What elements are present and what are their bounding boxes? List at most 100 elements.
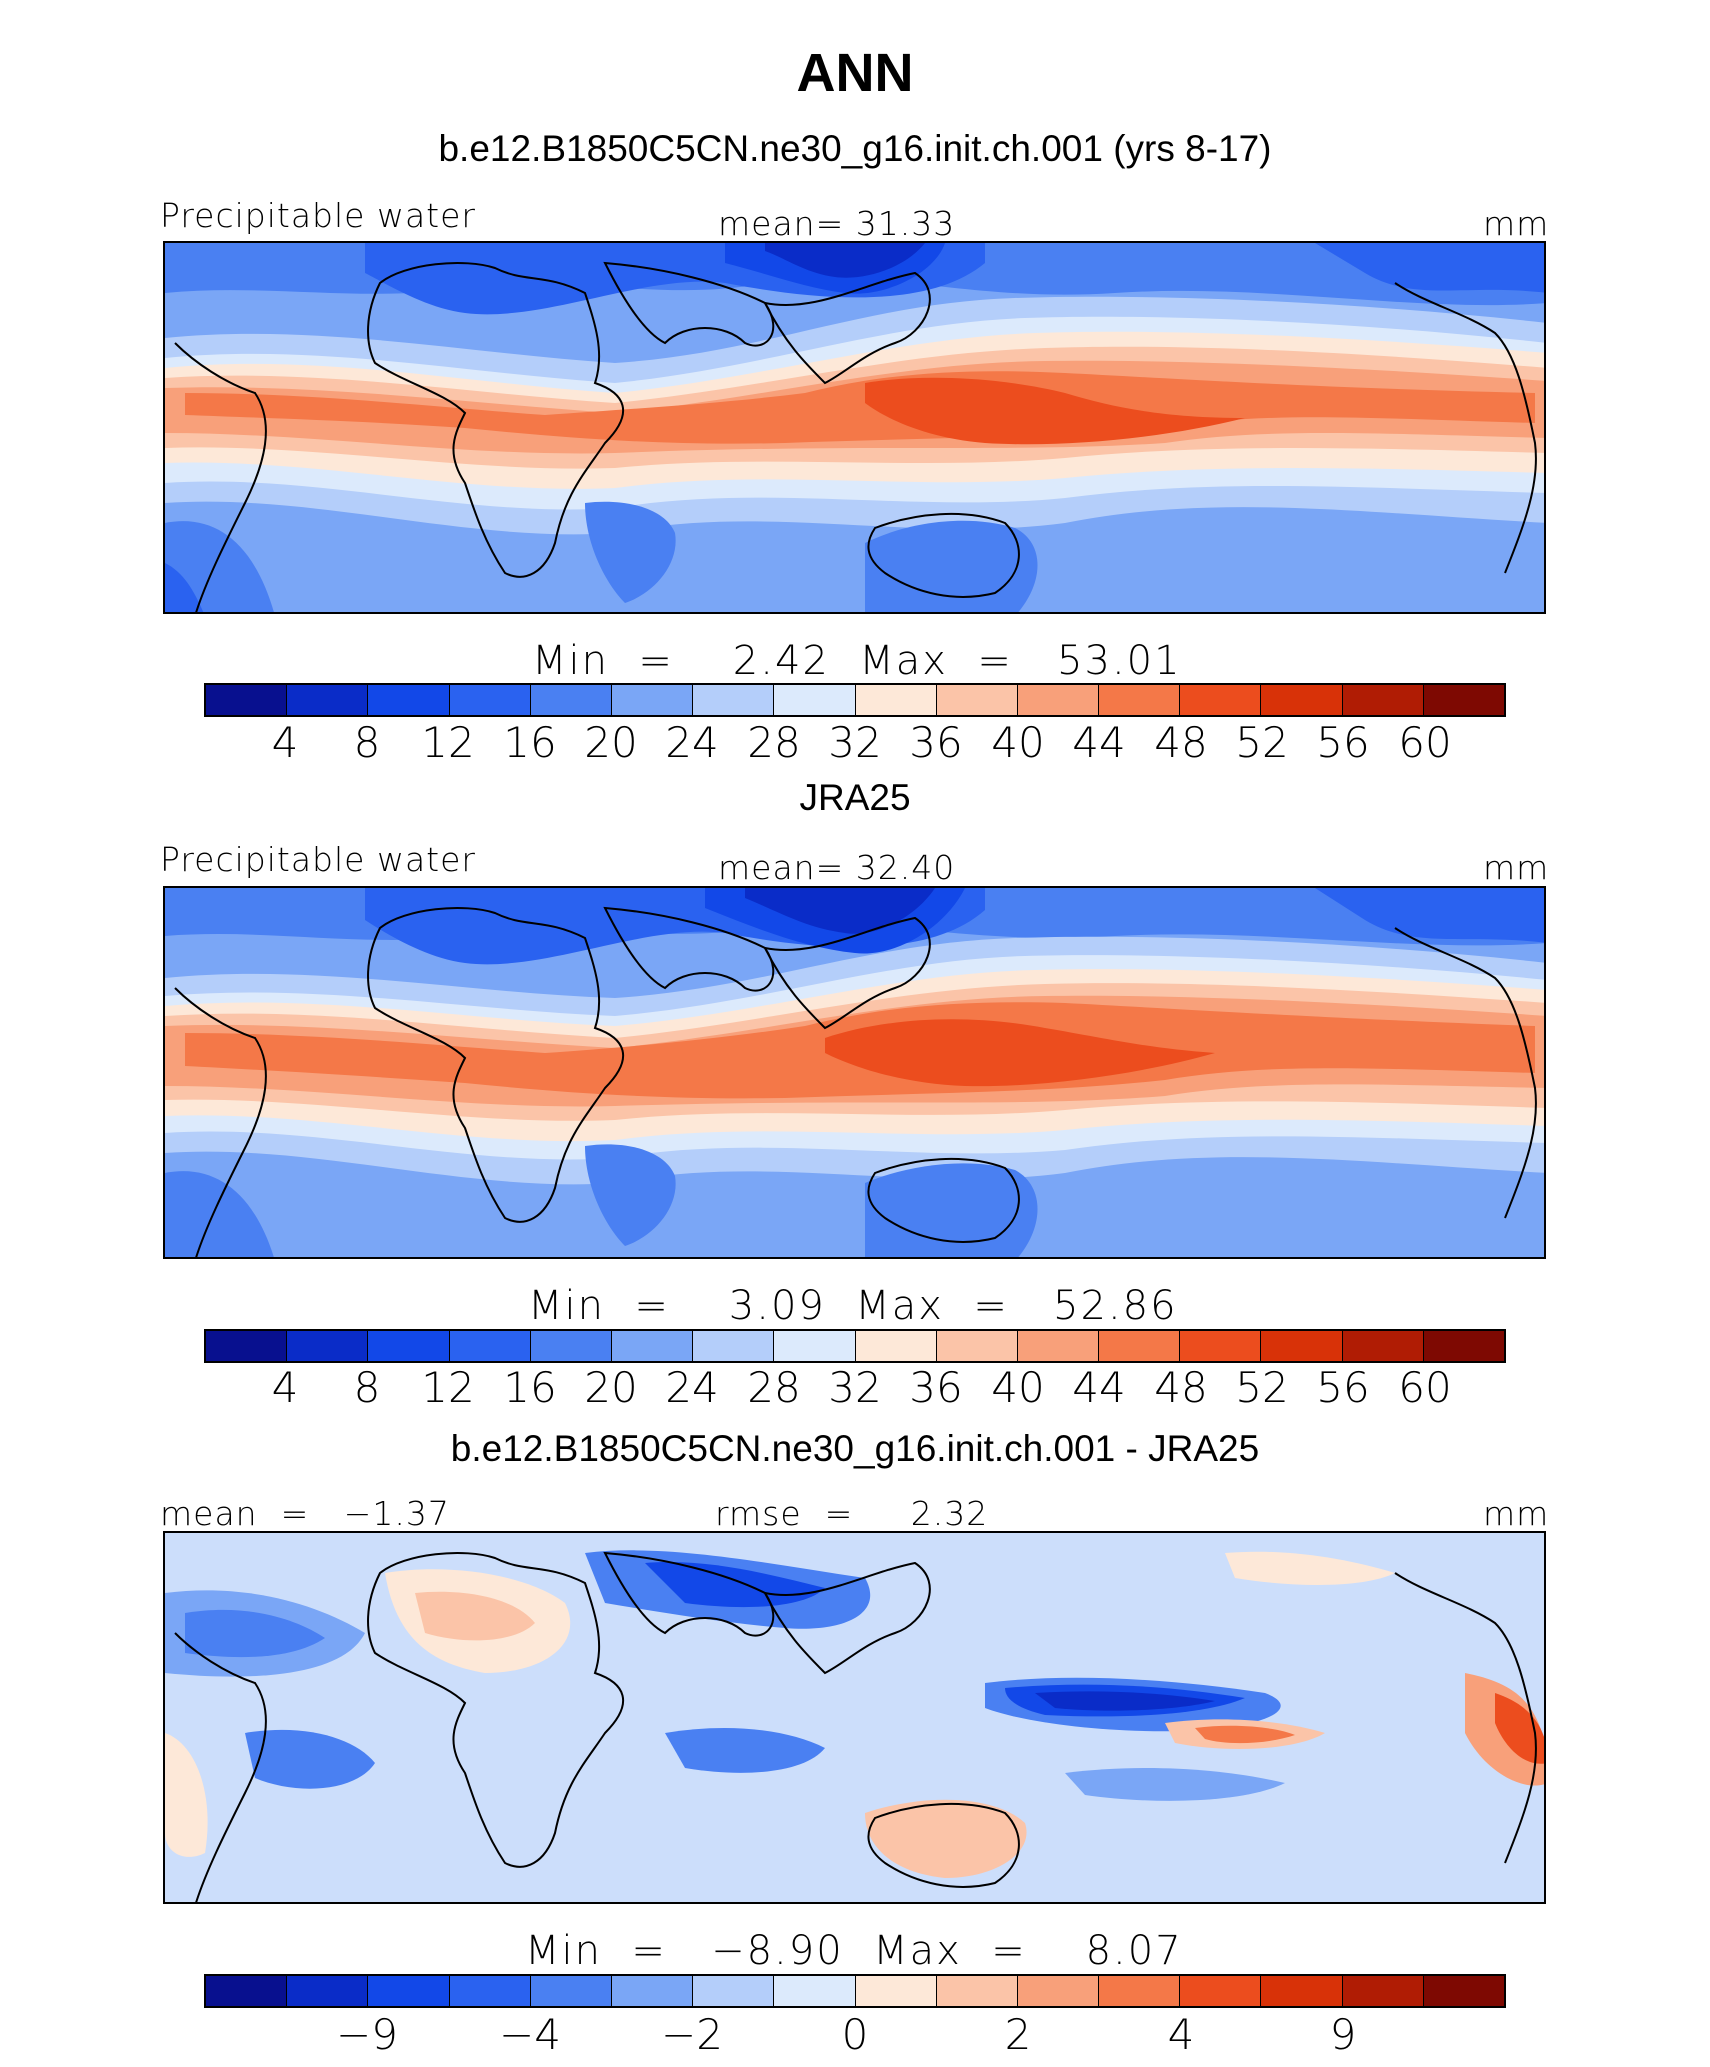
colorbar-tick: 60: [1398, 1363, 1452, 1412]
colorbar-swatch: [1342, 685, 1424, 715]
colorbar-tick: 28: [747, 718, 801, 767]
colorbar-tick: 32: [828, 1363, 882, 1412]
colorbar-tick: 52: [1235, 718, 1289, 767]
colorbar-swatch: [206, 1331, 288, 1361]
colorbar-swatch: [287, 1976, 369, 2006]
colorbar-swatch: [1017, 1331, 1100, 1361]
panel-2-units-label: mm: [1483, 848, 1550, 887]
colorbar-tick: 48: [1154, 718, 1208, 767]
colorbar-swatch: [530, 685, 612, 715]
panel-3-rmse-label: rmse = 2.32: [715, 1494, 989, 1533]
colorbar-tick: 0: [841, 2010, 869, 2059]
colorbar-swatch: [693, 685, 775, 715]
colorbar-tick: 4: [271, 1363, 299, 1412]
colorbar-tick: 9: [1329, 2010, 1357, 2059]
colorbar-swatch: [611, 1331, 694, 1361]
panel-3-min-max: Min = −8.90 Max = 8.07: [525, 1928, 1183, 1974]
colorbar-tick: 60: [1398, 718, 1452, 767]
colorbar-swatch: [287, 1331, 369, 1361]
colorbar-tick: −2: [661, 2010, 723, 2059]
colorbar-tick: 12: [421, 718, 475, 767]
panel-3-mean-label: mean = −1.37: [160, 1494, 450, 1533]
colorbar-tick: 36: [909, 1363, 963, 1412]
panel-1-subtitle: b.e12.B1850C5CN.ne30_g16.init.ch.001 (yr…: [438, 128, 1272, 169]
colorbar-tick: 56: [1316, 718, 1370, 767]
colorbar-tick: 4: [1167, 2010, 1195, 2059]
colorbar-tick: 12: [421, 1363, 475, 1412]
colorbar-tick: 16: [503, 1363, 557, 1412]
colorbar-swatch: [1261, 1976, 1343, 2006]
colorbar-swatch: [1261, 685, 1343, 715]
panel-2-mean-label: mean= 32.40: [718, 848, 956, 887]
colorbar-tick: 48: [1154, 1363, 1208, 1412]
colorbar-tick: 20: [584, 1363, 638, 1412]
colorbar-swatch: [693, 1331, 775, 1361]
colorbar-tick: 24: [665, 718, 719, 767]
colorbar-tick: 44: [1072, 1363, 1126, 1412]
panel-3-units-label: mm: [1483, 1494, 1550, 1533]
colorbar-swatch: [287, 685, 369, 715]
colorbar-tick: 40: [991, 1363, 1045, 1412]
colorbar-tick: 52: [1235, 1363, 1289, 1412]
colorbar-swatch: [774, 685, 856, 715]
colorbar-swatch: [1342, 1331, 1424, 1361]
colorbar-tick: 24: [665, 1363, 719, 1412]
panel-1-variable-label: Precipitable water: [160, 196, 476, 235]
colorbar-swatch: [936, 1976, 1018, 2006]
colorbar-tick: −4: [499, 2010, 561, 2059]
colorbar-tick: 20: [584, 718, 638, 767]
panel-2-subtitle: JRA25: [799, 777, 911, 818]
colorbar-tick: −9: [336, 2010, 398, 2059]
figure-title: ANN: [796, 43, 914, 103]
panel-2-variable-label: Precipitable water: [160, 840, 476, 879]
colorbar-tick: 8: [353, 718, 381, 767]
colorbar-swatch: [611, 1976, 694, 2006]
colorbar-swatch: [693, 1976, 775, 2006]
panel-2-colorbar-ticks: 4 8 12 16 20 24 28 32 36 40 44 48 52 56 …: [204, 1363, 1506, 1413]
colorbar-swatch: [1180, 1976, 1262, 2006]
colorbar-swatch: [1423, 1976, 1504, 2006]
colorbar-swatch: [1180, 685, 1262, 715]
colorbar-swatch: [855, 1331, 937, 1361]
panel-1-map: [163, 241, 1546, 614]
colorbar-swatch: [1423, 1331, 1504, 1361]
panel-1-colorbar-ticks: 4 8 12 16 20 24 28 32 36 40 44 48 52 56 …: [204, 718, 1506, 768]
colorbar-tick: 16: [503, 718, 557, 767]
panel-3-subtitle: b.e12.B1850C5CN.ne30_g16.init.ch.001 - J…: [450, 1428, 1260, 1469]
panel-3-map: [163, 1531, 1546, 1904]
panel-1-colorbar: [204, 683, 1506, 717]
colorbar-tick: 32: [828, 718, 882, 767]
colorbar-swatch: [1423, 685, 1504, 715]
colorbar-swatch: [1099, 685, 1181, 715]
colorbar-tick: 28: [747, 1363, 801, 1412]
colorbar-swatch: [368, 1331, 450, 1361]
colorbar-tick: 2: [1004, 2010, 1032, 2059]
panel-1-units-label: mm: [1483, 204, 1550, 243]
colorbar-swatch: [855, 1976, 937, 2006]
colorbar-swatch: [1099, 1976, 1181, 2006]
panel-1-mean-label: mean= 31.33: [718, 204, 956, 243]
colorbar-swatch: [449, 1331, 531, 1361]
colorbar-swatch: [936, 685, 1018, 715]
panel-2-map: [163, 886, 1546, 1259]
colorbar-swatch: [774, 1976, 856, 2006]
colorbar-swatch: [449, 685, 531, 715]
colorbar-swatch: [1099, 1331, 1181, 1361]
colorbar-swatch: [1017, 685, 1100, 715]
panel-3-map-field: [165, 1533, 1544, 1902]
colorbar-tick: 8: [353, 1363, 381, 1412]
colorbar-swatch: [1261, 1331, 1343, 1361]
colorbar-swatch: [368, 685, 450, 715]
colorbar-swatch: [1017, 1976, 1100, 2006]
colorbar-swatch: [530, 1976, 612, 2006]
colorbar-swatch: [1342, 1976, 1424, 2006]
colorbar-swatch: [206, 1976, 288, 2006]
colorbar-swatch: [611, 685, 694, 715]
colorbar-tick: 4: [271, 718, 299, 767]
panel-3-colorbar-ticks: −9 −4 −2 0 2 4 9: [204, 2010, 1506, 2060]
colorbar-tick: 44: [1072, 718, 1126, 767]
colorbar-swatch: [206, 685, 288, 715]
panel-2-min-max: Min = 3.09 Max = 52.86: [528, 1283, 1178, 1329]
colorbar-swatch: [449, 1976, 531, 2006]
colorbar-swatch: [855, 685, 937, 715]
